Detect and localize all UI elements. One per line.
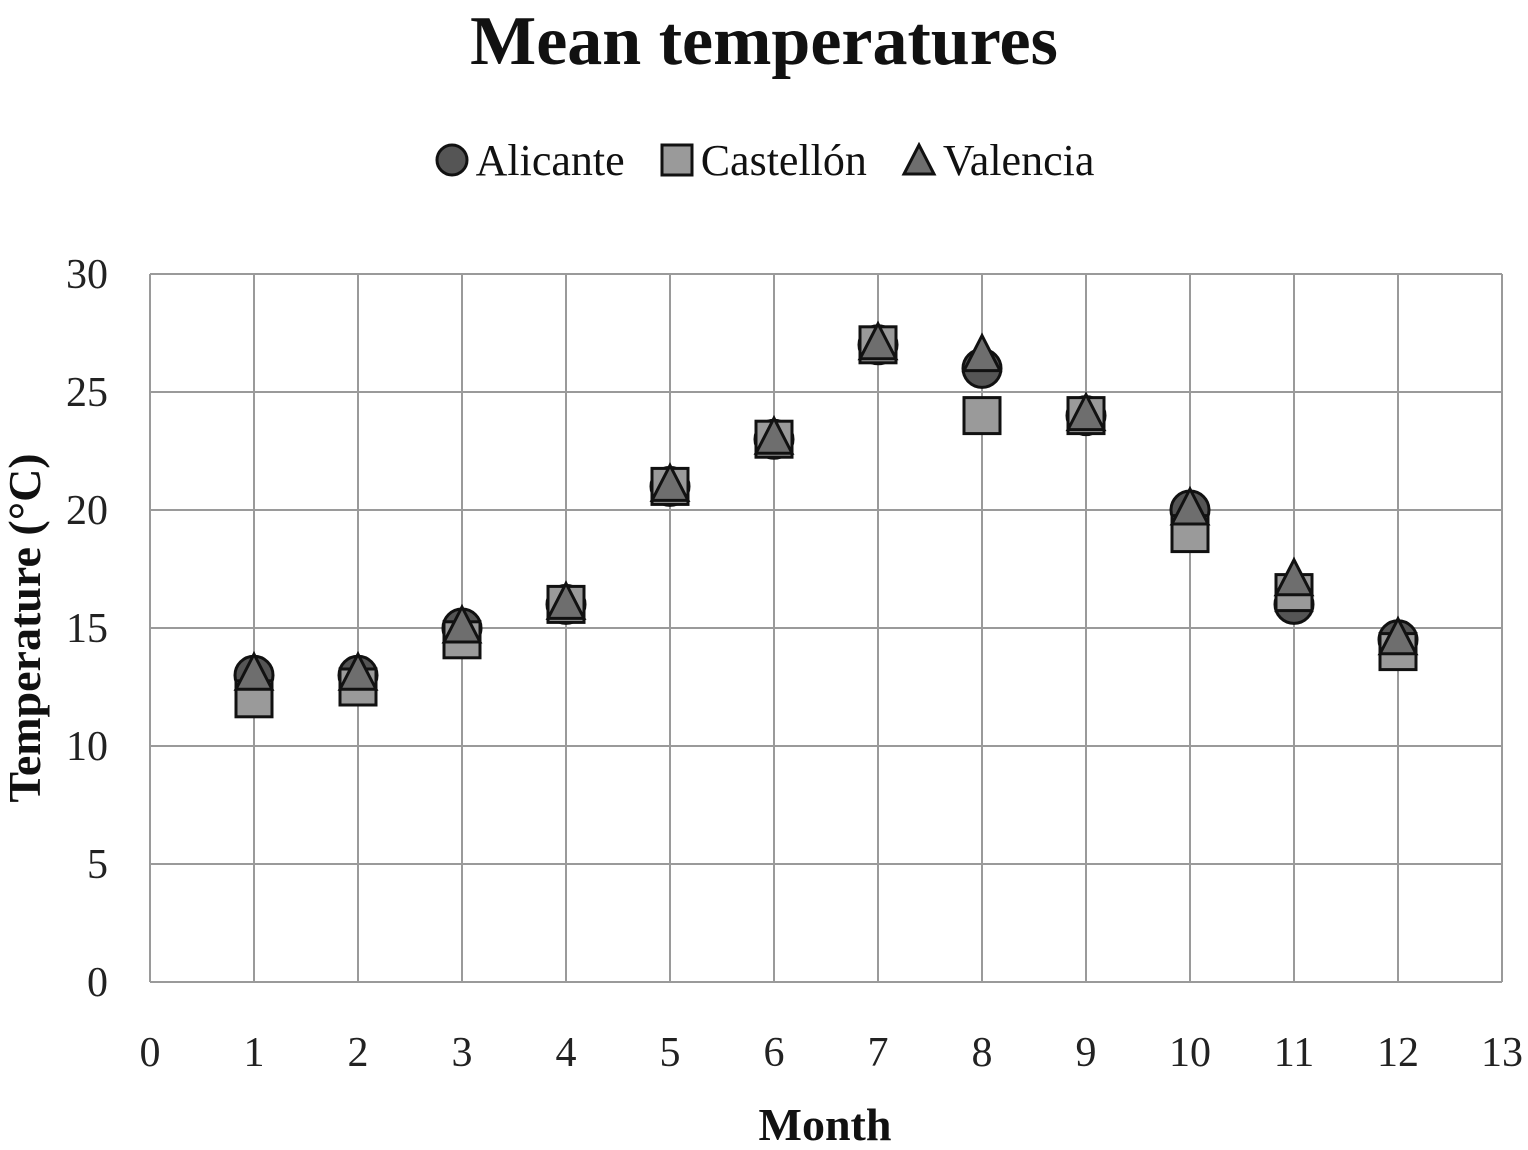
x-tick-label: 2 [348,1030,369,1076]
x-tick-label: 3 [452,1030,473,1076]
point-valencia [233,650,275,691]
legend-item-alicante: Alicante [434,135,625,186]
y-tick-label: 25 [66,370,108,416]
x-tick-label: 4 [556,1030,577,1076]
x-tick-label: 6 [764,1030,785,1076]
y-tick-label: 15 [66,606,108,652]
y-tick-label: 5 [87,842,108,888]
point-valencia [649,462,691,502]
point-valencia [1169,485,1211,526]
x-tick-label: 0 [140,1030,161,1076]
x-axis-title: Month [759,1099,892,1150]
x-tick-label: 8 [972,1030,993,1076]
legend-label-valencia: Valencia [942,135,1095,185]
y-tick-label: 20 [66,488,108,534]
chart-title: Mean temperatures [470,3,1058,80]
point-valencia [545,580,587,620]
x-tick-label: 11 [1274,1030,1314,1076]
data-points [233,320,1419,719]
circle-marker-icon [435,143,469,177]
y-tick-label: 10 [66,724,108,770]
point-valencia [1273,556,1315,597]
legend-label-alicante: Alicante [475,135,625,185]
y-tick-label: 0 [87,960,108,1006]
grid [149,273,1503,983]
x-tick-label: 5 [660,1030,681,1076]
point-valencia [1377,615,1419,656]
x-tick-label: 10 [1169,1030,1211,1076]
triangle-marker-icon [901,142,937,176]
point-valencia [961,332,1003,373]
legend-item-valencia: Valencia [901,135,1094,186]
square-marker-icon [660,143,694,177]
x-tick-label: 7 [868,1030,889,1076]
point-valencia [441,603,483,644]
x-tick-label: 9 [1076,1030,1097,1076]
point-valencia [857,320,899,361]
x-tick-label: 1 [244,1030,265,1076]
y-axis-title: Temperature (°C) [0,453,50,802]
point-valencia [337,650,379,691]
legend: Alicante Castellón Valencia [0,130,1528,190]
y-tick-label: 30 [66,252,108,298]
x-tick-label: 12 [1377,1030,1419,1076]
legend-label-castellon: Castellón [700,135,867,185]
point-castellon [962,396,1002,436]
x-tick-label: 13 [1481,1030,1523,1076]
point-valencia [753,414,795,455]
legend-item-castellon: Castellón [659,135,867,186]
point-valencia [1065,391,1107,432]
